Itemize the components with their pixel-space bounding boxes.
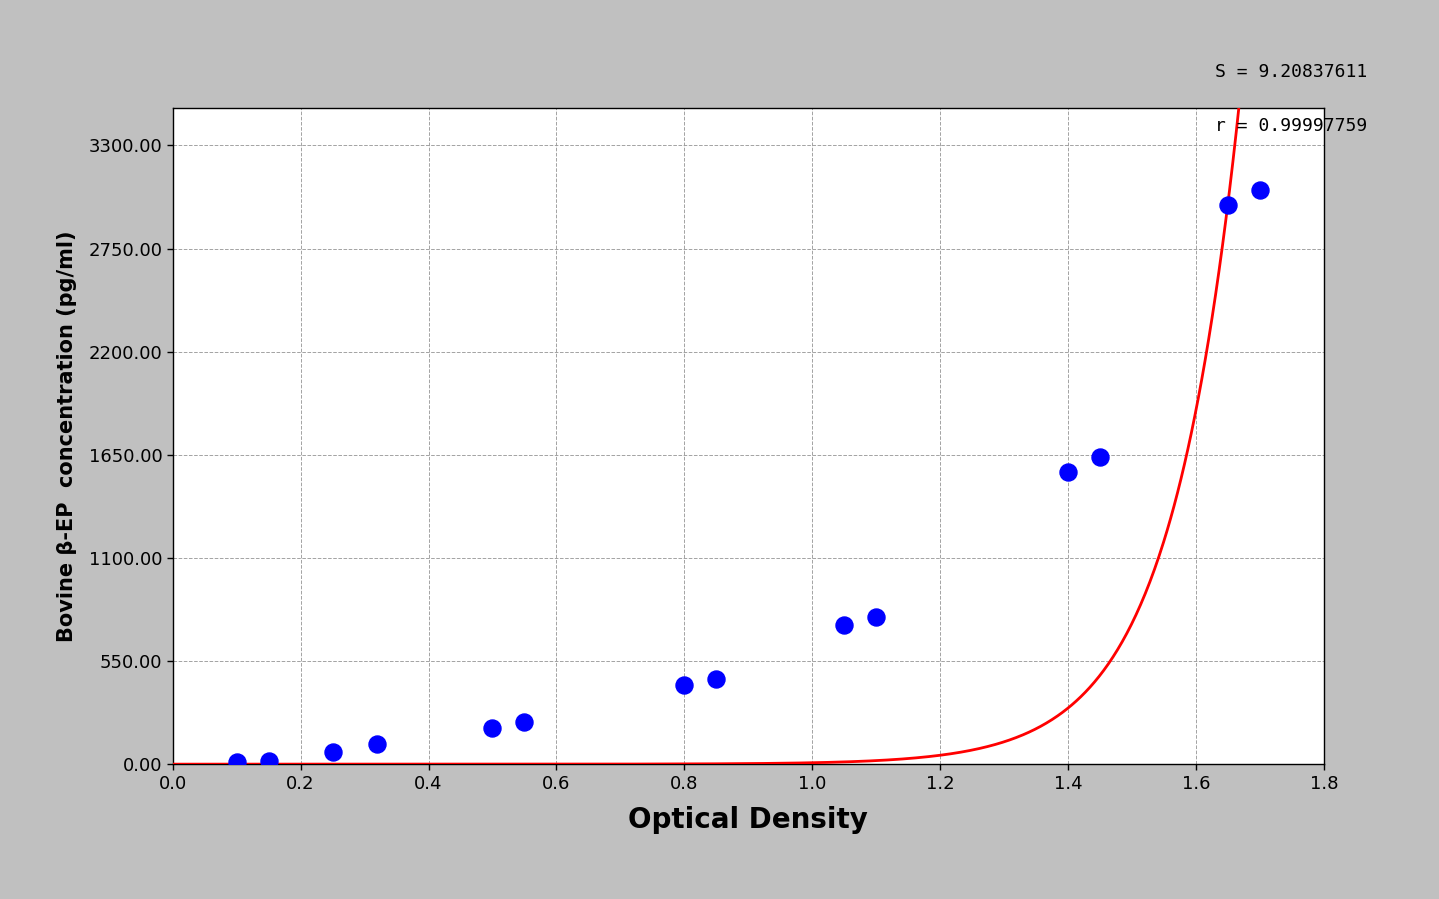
Point: [1249, 183, 1272, 198]
Point: [1088, 450, 1111, 464]
Point: [833, 619, 856, 633]
Point: [1056, 465, 1079, 479]
Y-axis label: Bovine β-EP  concentration (pg/ml): Bovine β-EP concentration (pg/ml): [58, 230, 78, 642]
Point: [512, 715, 535, 729]
Text: r = 0.99997759: r = 0.99997759: [1215, 117, 1367, 135]
Point: [865, 610, 888, 624]
Point: [481, 720, 504, 734]
Point: [366, 737, 389, 752]
Point: [705, 672, 728, 686]
Point: [1216, 198, 1239, 212]
Point: [673, 678, 696, 692]
Point: [258, 753, 281, 768]
Point: [224, 755, 248, 770]
Point: [321, 744, 344, 759]
Text: S = 9.20837611: S = 9.20837611: [1215, 63, 1367, 81]
X-axis label: Optical Density: Optical Density: [629, 806, 868, 834]
